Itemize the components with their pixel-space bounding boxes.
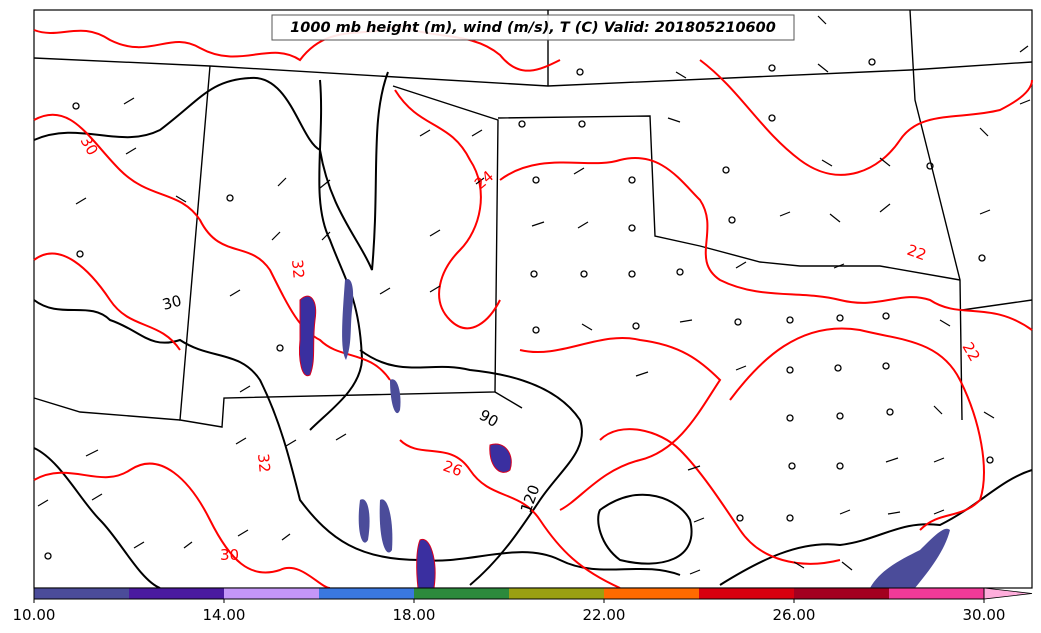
temp-contour-5 — [499, 157, 1033, 331]
colorbar-tick-label: 26.00 — [773, 606, 816, 624]
colorbar-tick-label: 30.00 — [963, 606, 1006, 624]
border-ne — [961, 299, 1033, 311]
border-oklahoma — [497, 115, 961, 281]
temp-label-7: 26 — [441, 457, 465, 480]
height-contour-5 — [597, 493, 693, 565]
fill-patch-8 — [870, 528, 950, 588]
height-contour-3 — [33, 299, 681, 576]
colorbar-tick-label: 18.00 — [393, 606, 436, 624]
temp-label-6: 32 — [254, 453, 274, 474]
colorbar-segment — [699, 588, 795, 599]
colorbar-segment — [604, 588, 700, 599]
colorbar-tick-label: 22.00 — [583, 606, 626, 624]
colorbar-segment — [34, 588, 130, 599]
colorbar-tick-label: 10.00 — [13, 606, 56, 624]
temp-contour-1 — [33, 23, 561, 72]
temp-label-3: 22 — [905, 241, 929, 264]
colorbar: 10.00 14.00 18.00 22.00 26.00 30.00 — [13, 587, 1033, 624]
map-title: 1000 mb height (m), wind (m/s), T (C) Va… — [271, 14, 795, 41]
temp-label-8: 30 — [220, 546, 239, 564]
fill-patch-3 — [390, 379, 401, 414]
temp-contour-10 — [399, 439, 621, 589]
colorbar-segment — [319, 588, 415, 599]
colorbar-outline — [33, 587, 985, 600]
fill-patch-1 — [299, 295, 317, 377]
border-texas-ne — [494, 391, 523, 409]
colorbar-tick-label: 14.00 — [203, 606, 246, 624]
colorbar-segment — [889, 588, 985, 599]
temp-contour-8 — [729, 327, 985, 531]
colorbar-segment — [414, 588, 510, 599]
wind-speed-fills — [299, 279, 950, 589]
temp-contour-11 — [599, 428, 841, 565]
calm-wind-circles — [44, 58, 994, 560]
temp-contour-7 — [519, 336, 722, 511]
temperature-contours — [33, 23, 1033, 589]
colorbar-segment — [794, 588, 890, 599]
height-label-1: 30 — [160, 292, 183, 314]
state-borders — [33, 9, 1033, 428]
border-sw — [33, 397, 181, 421]
fill-patch-2 — [342, 279, 354, 360]
fill-patch-6 — [379, 499, 393, 553]
fill-patch-4 — [489, 443, 512, 473]
fill-patch-5 — [358, 499, 370, 543]
temp-contour-4 — [394, 89, 501, 330]
temp-contour-2 — [33, 113, 391, 381]
map-frame — [33, 9, 1033, 589]
temp-contour-3 — [33, 252, 181, 351]
colorbar-segment — [224, 588, 320, 599]
colorbar-segment — [509, 588, 605, 599]
colorbar-ticks: 10.00 14.00 18.00 22.00 26.00 30.00 — [13, 599, 1006, 624]
wind-barbs — [37, 15, 1031, 575]
temp-contour-6 — [699, 59, 1033, 176]
border-east — [909, 9, 963, 421]
height-contour-6 — [719, 469, 1033, 586]
colorbar-segment — [129, 588, 225, 599]
colorbar-segments — [34, 588, 985, 599]
temp-label-5: 32 — [288, 259, 308, 280]
title-box — [271, 14, 795, 41]
temp-contour-9 — [33, 462, 331, 589]
colorbar-extend-arrow — [983, 587, 1033, 600]
height-contour-4 — [359, 349, 583, 586]
title-text: 1000 mb height (m), wind (m/s), T (C) Va… — [290, 20, 776, 36]
height-contour-7 — [33, 447, 161, 589]
height-contour-1 — [33, 71, 389, 271]
